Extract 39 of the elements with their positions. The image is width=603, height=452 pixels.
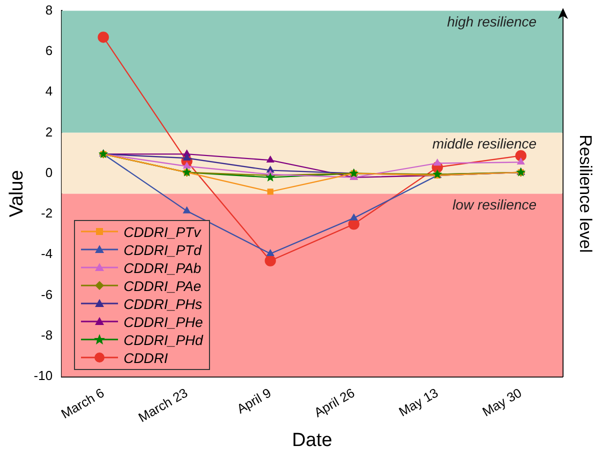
legend-label: CDDRI_PHd	[124, 332, 203, 348]
y-tick-label: -10	[34, 368, 53, 384]
legend-label: CDDRI_PTd	[124, 242, 202, 258]
y2-axis-title: Resilience level	[576, 134, 596, 253]
y-tick-label: 8	[45, 2, 53, 18]
legend-label: CDDRI_PAe	[124, 278, 202, 294]
legend-label: CDDRI_PHe	[124, 314, 203, 330]
y-tick-label: 0	[45, 164, 53, 180]
point	[266, 156, 274, 163]
band-label: middle resilience	[432, 136, 537, 152]
x-tick-label: April 26	[311, 385, 358, 420]
y-axis-title: Value	[6, 170, 28, 218]
y-tick-label: -8	[41, 328, 53, 343]
y-tick-label: 6	[45, 43, 53, 58]
point	[517, 158, 524, 165]
x-axis-title: Date	[292, 430, 332, 451]
band-label: high resilience	[447, 14, 537, 30]
point	[183, 206, 190, 214]
y-tick-label: -6	[41, 286, 53, 302]
point	[98, 32, 109, 43]
point	[515, 150, 526, 162]
point	[267, 188, 274, 195]
x-tick-label: April 9	[234, 385, 274, 416]
legend-label: CDDRI_PTv	[124, 224, 201, 240]
point	[264, 255, 276, 266]
point	[266, 250, 274, 256]
point	[350, 214, 358, 220]
legend-label: CDDRI_PHs	[124, 296, 202, 312]
x-tick-label: May 13	[396, 385, 441, 420]
point	[183, 162, 190, 169]
y-tick-label: 2	[45, 124, 53, 140]
y-tick-label: -4	[41, 246, 53, 262]
legend-label: CDDRI	[124, 350, 168, 366]
point	[434, 159, 441, 166]
band-label: low resilience	[452, 196, 537, 213]
y-tick-label: -2	[41, 206, 53, 221]
x-tick-label: May 30	[480, 385, 524, 420]
legend-label: CDDRI_PAb	[124, 260, 202, 276]
y-tick-label: 4	[45, 84, 53, 99]
